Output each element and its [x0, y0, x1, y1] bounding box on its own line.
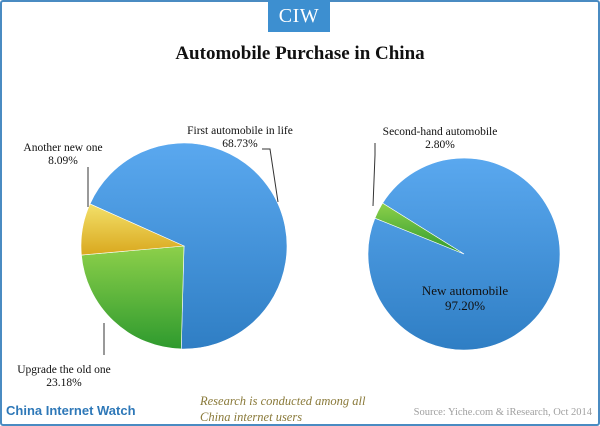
pie-slice-first-automobile-in-life — [89, 142, 288, 350]
ciw-logo: CIW — [268, 0, 330, 32]
slice-value-another-new: 8.09% — [48, 155, 78, 167]
slice-label-another-new: Another new one 8.09% — [18, 142, 108, 168]
slice-label-new-automobile: New automobile 97.20% — [400, 283, 530, 313]
slice-name-new-automobile: New automobile — [421, 283, 509, 298]
research-note-line2: China internet users — [200, 410, 303, 424]
leader-line — [262, 148, 279, 203]
pie-slice-another-new-one — [80, 203, 186, 256]
research-note-line1: Research is conducted among all — [200, 394, 366, 408]
pie-slice-upgrade-the-old-one — [81, 245, 185, 350]
research-note: Research is conducted among all China in… — [200, 393, 390, 425]
slice-value-upgrade: 23.18% — [46, 377, 82, 389]
slice-label-first-automobile: First automobile in life 68.73% — [170, 125, 310, 151]
leader-line — [372, 143, 376, 207]
slice-name-upgrade: Upgrade the old one — [17, 364, 111, 376]
slice-value-first-automobile: 68.73% — [222, 138, 258, 150]
slice-name-another-new: Another new one — [23, 142, 103, 154]
slice-value-new-automobile: 97.20% — [444, 298, 486, 313]
source-credit: Source: Yiche.com & iResearch, Oct 2014 — [413, 407, 592, 418]
pie-slice-second-hand-automobile — [374, 202, 465, 255]
brand-china-internet-watch: China Internet Watch — [6, 403, 136, 418]
chart-title: Automobile Purchase in China — [175, 43, 425, 64]
slice-name-first-automobile: First automobile in life — [187, 125, 293, 137]
slice-label-second-hand: Second-hand automobile 2.80% — [370, 126, 510, 152]
slice-value-second-hand: 2.80% — [425, 139, 455, 151]
pie-new-vs-secondhand — [367, 157, 561, 351]
slice-label-upgrade: Upgrade the old one 23.18% — [14, 364, 114, 390]
slice-name-second-hand: Second-hand automobile — [382, 126, 498, 138]
label-leader-lines — [87, 143, 376, 355]
pie-purchase-type — [80, 142, 288, 350]
